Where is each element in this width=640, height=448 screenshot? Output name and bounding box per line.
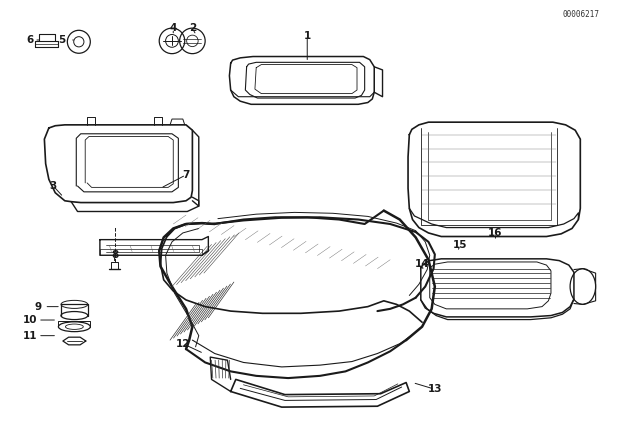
Text: 13: 13 — [428, 384, 442, 394]
Text: 11: 11 — [22, 331, 37, 340]
Text: 5: 5 — [58, 35, 65, 45]
Text: 1: 1 — [303, 31, 311, 41]
Text: 9: 9 — [35, 302, 42, 312]
Text: 2: 2 — [189, 23, 196, 34]
Text: 6: 6 — [26, 35, 33, 45]
Text: 00006217: 00006217 — [562, 10, 599, 19]
Text: 16: 16 — [488, 228, 502, 238]
Text: 8: 8 — [111, 250, 118, 260]
Text: 14: 14 — [415, 259, 429, 269]
Text: 4: 4 — [170, 23, 177, 34]
Text: 10: 10 — [22, 315, 37, 325]
Text: 12: 12 — [175, 339, 190, 349]
Text: 7: 7 — [182, 170, 189, 180]
Text: 3: 3 — [50, 181, 57, 191]
Text: 15: 15 — [453, 241, 468, 250]
